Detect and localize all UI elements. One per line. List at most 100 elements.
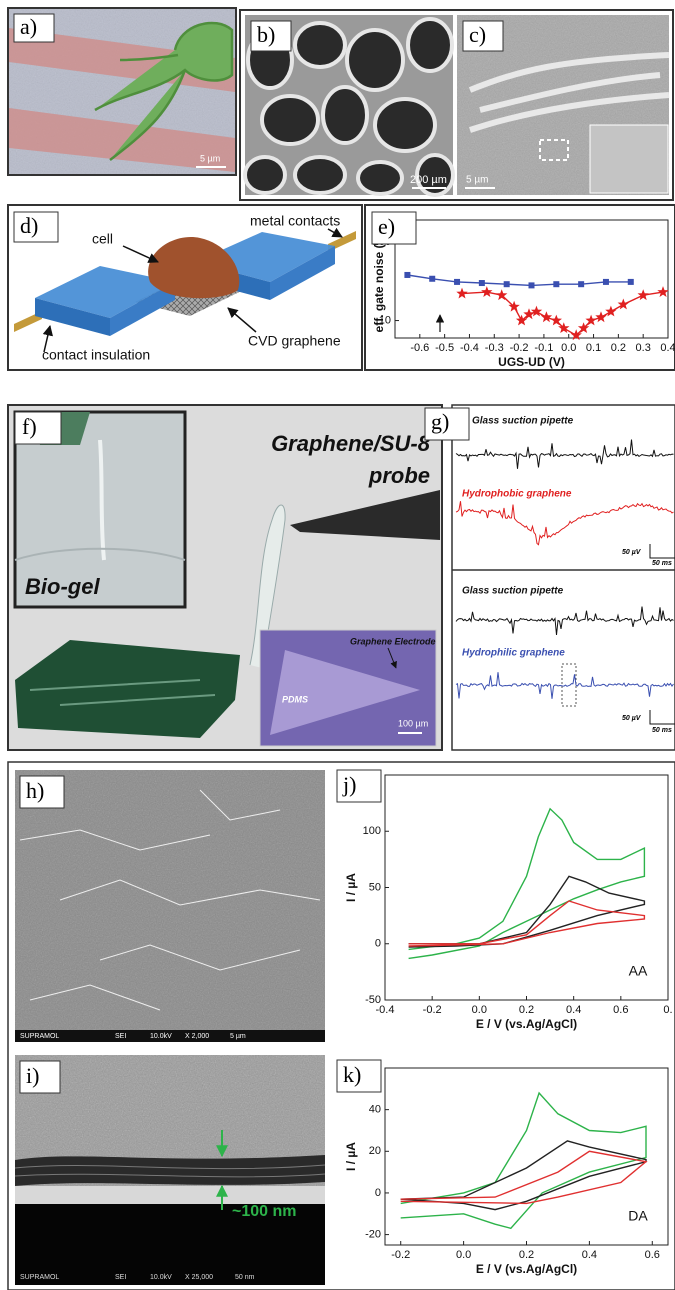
panel-a: a) 5 µm bbox=[8, 8, 236, 175]
annotation: metal contacts bbox=[250, 213, 340, 229]
scale-text: 100 µm bbox=[398, 718, 428, 728]
x-tick-label: 0.4 bbox=[660, 342, 675, 354]
x-tick-label: 0.6 bbox=[613, 1004, 628, 1016]
marker bbox=[578, 281, 584, 287]
x-tick-label: 0.0 bbox=[456, 1249, 471, 1261]
marker bbox=[404, 272, 410, 278]
annotation: DA bbox=[628, 1208, 648, 1224]
scale-text: 50 ms bbox=[652, 727, 672, 734]
panel-f: Bio-gel Graphene/SU-8 probe Graphene Ele… bbox=[8, 405, 442, 750]
info-text: 50 nm bbox=[235, 1274, 255, 1281]
marker bbox=[429, 276, 435, 282]
trace-label: Hydrophilic graphene bbox=[462, 648, 565, 659]
marker bbox=[479, 280, 485, 286]
annotation: cell bbox=[92, 231, 113, 247]
micrograph-label: PDMS bbox=[282, 694, 308, 704]
x-tick-label: -0.2 bbox=[391, 1249, 410, 1261]
panel-bc: b) c) 200 µm 5 µm bbox=[240, 10, 673, 200]
annotation: contact insulation bbox=[42, 347, 150, 363]
y-tick-label: 0 bbox=[375, 938, 381, 950]
info-text: SUPRAMOL bbox=[20, 1274, 59, 1281]
figure: a) 5 µm b) c) 200 µm 5 µm d) cell metal … bbox=[0, 0, 675, 1290]
substrate-edge bbox=[15, 1186, 325, 1204]
series-line bbox=[401, 1151, 646, 1203]
y-axis-label: I / µA bbox=[344, 873, 358, 902]
inset bbox=[590, 125, 668, 193]
scale-text: 50 ms bbox=[652, 560, 672, 567]
plot-frame bbox=[385, 1068, 668, 1245]
x-tick-label: -0.3 bbox=[485, 342, 504, 354]
series-line bbox=[409, 809, 645, 959]
y-tick-label: -20 bbox=[365, 1228, 381, 1240]
trace-label: Hydrophobic graphene bbox=[462, 489, 572, 500]
marker bbox=[603, 279, 609, 285]
panel-label: b) bbox=[257, 22, 275, 47]
micrograph-label: Graphene Electrode bbox=[350, 636, 436, 646]
panel-h: SUPRAMOL SEI 10.0kV X 2,000 5 µm h) bbox=[15, 770, 325, 1042]
y-tick-label: 0 bbox=[375, 1187, 381, 1199]
x-axis-label: E / V (vs.Ag/AgCl) bbox=[476, 1017, 577, 1031]
trace-label: Glass suction pipette bbox=[472, 416, 574, 427]
scale-text: 5 µm bbox=[200, 153, 220, 163]
scale-text: 50 µV bbox=[622, 715, 642, 722]
scale-text: 50 µV bbox=[622, 549, 642, 556]
plot-frame bbox=[385, 775, 668, 1000]
panel-label: g) bbox=[431, 409, 449, 434]
panel-d: d) cell metal contacts CVD graphene cont… bbox=[8, 205, 362, 370]
inset-label: Bio-gel bbox=[25, 574, 100, 599]
info-text: 10.0kV bbox=[150, 1274, 172, 1281]
film bbox=[15, 1155, 325, 1186]
x-tick-label: -0.1 bbox=[534, 342, 553, 354]
x-tick-label: 0. bbox=[663, 1004, 672, 1016]
marker bbox=[454, 279, 460, 285]
x-axis-label: UGS-UD (V) bbox=[498, 355, 565, 369]
x-tick-label: 0.6 bbox=[645, 1249, 660, 1261]
x-tick-label: 0.0 bbox=[472, 1004, 487, 1016]
panel-label: c) bbox=[469, 22, 486, 47]
annotation: CVD graphene bbox=[248, 333, 341, 349]
x-tick-label: 0.2 bbox=[519, 1004, 534, 1016]
x-tick-label: 0.1 bbox=[586, 342, 601, 354]
panel-label: e) bbox=[378, 214, 395, 239]
x-tick-label: -0.2 bbox=[423, 1004, 442, 1016]
info-text: SUPRAMOL bbox=[20, 1033, 59, 1040]
y-axis-label: I / µA bbox=[344, 1142, 358, 1171]
x-tick-label: 0.4 bbox=[582, 1249, 597, 1261]
series-line bbox=[401, 1093, 646, 1228]
panel-i: ~100 nm SUPRAMOL SEI 10.0kV X 25,000 50 … bbox=[15, 1055, 325, 1285]
info-text: X 25,000 bbox=[185, 1274, 213, 1281]
annotation: AA bbox=[629, 963, 648, 979]
trace-label: Glass suction pipette bbox=[462, 586, 564, 597]
x-tick-label: -0.6 bbox=[410, 342, 429, 354]
title: Graphene/SU-8 bbox=[271, 431, 431, 456]
panel-g: g) Glass suction pipette Hydrophobic gra… bbox=[425, 405, 675, 750]
panel-label: a) bbox=[20, 14, 37, 39]
x-tick-label: -0.2 bbox=[510, 342, 529, 354]
x-tick-label: 0.2 bbox=[611, 342, 626, 354]
scale-text: 5 µm bbox=[466, 175, 488, 186]
scale-text: 200 µm bbox=[410, 174, 447, 186]
title: probe bbox=[368, 463, 430, 488]
panel-label: f) bbox=[22, 414, 37, 439]
x-axis-label: E / V (vs.Ag/AgCl) bbox=[476, 1262, 577, 1276]
y-tick-label: 50 bbox=[369, 881, 381, 893]
x-tick-label: -0.4 bbox=[460, 342, 479, 354]
y-tick-label: 20 bbox=[369, 1145, 381, 1157]
frame bbox=[452, 405, 675, 750]
y-tick-label: 40 bbox=[369, 1104, 381, 1116]
x-tick-label: -0.5 bbox=[435, 342, 454, 354]
y-tick-label: -50 bbox=[365, 994, 381, 1006]
marker bbox=[529, 282, 535, 288]
info-text: X 2,000 bbox=[185, 1033, 209, 1040]
info-text: SEI bbox=[115, 1274, 126, 1281]
series-line bbox=[409, 901, 645, 946]
info-text: 5 µm bbox=[230, 1033, 246, 1040]
panel-label: j) bbox=[342, 772, 356, 797]
x-tick-label: 0.3 bbox=[636, 342, 651, 354]
panel-label: k) bbox=[343, 1062, 361, 1087]
marker bbox=[553, 281, 559, 287]
marker bbox=[628, 279, 634, 285]
x-tick-label: 0.0 bbox=[561, 342, 576, 354]
panel-label: h) bbox=[26, 778, 44, 803]
x-tick-label: 0.2 bbox=[519, 1249, 534, 1261]
